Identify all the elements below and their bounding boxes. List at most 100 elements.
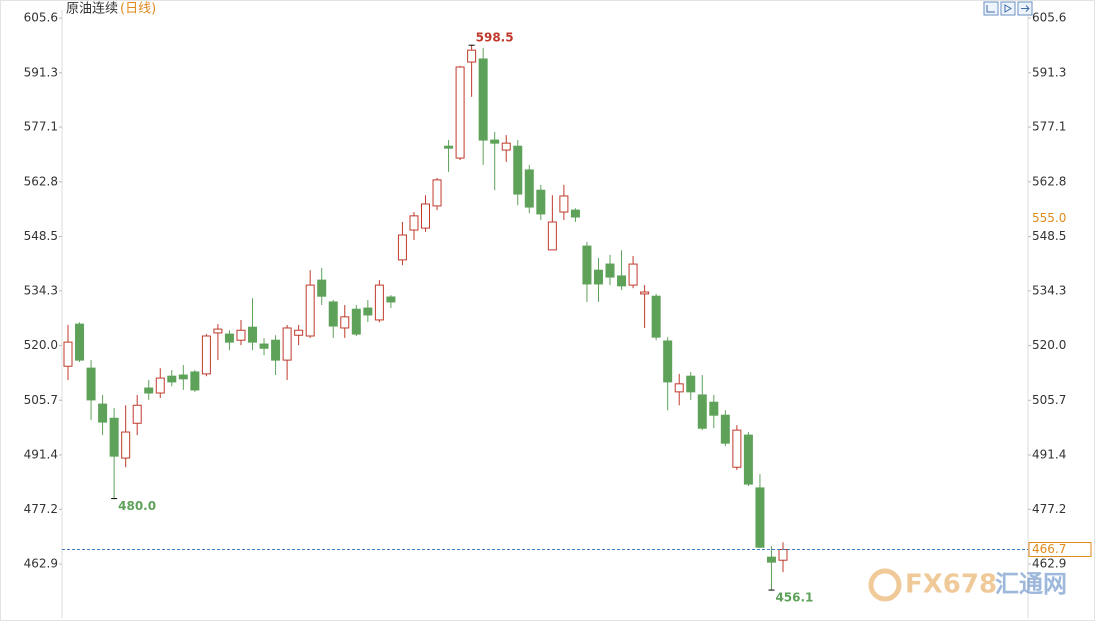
- y-tick-label: 505.7: [24, 393, 58, 407]
- candle-body: [617, 275, 627, 287]
- y-tick-label: 491.4: [24, 447, 58, 461]
- watermark-brand: FX678: [905, 570, 997, 600]
- y-tick-label: 462.9: [24, 557, 58, 571]
- candle-body: [755, 487, 765, 548]
- candle-body: [259, 343, 269, 349]
- candle-body: [686, 375, 696, 393]
- toolbar-icon: [986, 4, 1030, 13]
- candle-body: [697, 394, 707, 429]
- watermark-name: 汇通网: [995, 570, 1067, 598]
- chart-title: 原油连续: [66, 1, 118, 17]
- toolbar[interactable]: [983, 1, 1033, 16]
- y-tick-label: 477.2: [24, 502, 58, 516]
- candle-body: [605, 263, 615, 278]
- watermark: FX678 汇通网: [868, 568, 1067, 602]
- y2-tick-label: 505.7: [1032, 393, 1066, 407]
- candle-body: [467, 49, 477, 63]
- candle-body: [432, 179, 442, 207]
- y2-tick-label: 462.9: [1032, 557, 1066, 571]
- candle-body: [132, 404, 142, 424]
- candle-body: [732, 429, 742, 468]
- y2-tick-label: 477.2: [1032, 502, 1066, 516]
- y2-tick-label: 534.3: [1032, 283, 1066, 297]
- candle-body: [351, 308, 361, 335]
- candle-body: [317, 279, 327, 297]
- candle-body: [778, 549, 788, 561]
- y-tick-label: 591.3: [24, 65, 58, 79]
- candle-body: [444, 145, 454, 149]
- candle-body: [674, 383, 684, 393]
- extreme-label: 480.0: [118, 499, 156, 513]
- last-price-box: [1028, 542, 1092, 558]
- candle-body: [386, 296, 396, 303]
- candle-body: [178, 374, 188, 380]
- candle-body: [201, 335, 211, 375]
- candle-body: [766, 556, 776, 563]
- candle-body: [524, 169, 534, 208]
- candle-body: [709, 401, 719, 416]
- candle-body: [490, 139, 500, 144]
- candle-body: [109, 417, 119, 457]
- candle-body: [213, 328, 223, 334]
- candle-body: [121, 431, 131, 459]
- candle-body: [501, 142, 511, 151]
- candle-body: [640, 291, 650, 295]
- toolbar-button[interactable]: [983, 1, 999, 16]
- candle-body: [663, 340, 673, 383]
- candle-body: [536, 189, 546, 215]
- y2-tick-label: 591.3: [1032, 65, 1066, 79]
- candle-body: [98, 403, 108, 423]
- candle-body: [340, 316, 350, 329]
- extreme-label: 598.5: [476, 31, 514, 45]
- watermark-logo: [868, 568, 902, 602]
- candle-body: [190, 371, 200, 391]
- candle-body: [363, 307, 373, 316]
- candle-body: [559, 195, 569, 213]
- y2-tick-label: 520.0: [1032, 338, 1066, 352]
- candle-body: [547, 221, 557, 251]
- candle-body: [236, 329, 246, 341]
- candle-body: [63, 341, 73, 367]
- candle-body: [328, 301, 338, 327]
- candle-body: [455, 66, 465, 159]
- y-tick-label: 534.3: [24, 283, 58, 297]
- candle-body: [478, 58, 488, 141]
- marker-label: 555.0: [1032, 211, 1066, 225]
- candle-body: [224, 333, 234, 343]
- y2-tick-label: 577.1: [1032, 120, 1066, 134]
- y-tick-label: 548.5: [24, 229, 58, 243]
- candle-body: [593, 269, 603, 285]
- candle-body: [248, 326, 258, 343]
- candle-body: [86, 367, 96, 401]
- candle-body: [651, 295, 661, 338]
- y2-tick-label: 491.4: [1032, 447, 1066, 461]
- candle-body: [75, 323, 85, 361]
- candle-body: [513, 145, 523, 195]
- y-tick-label: 577.1: [24, 120, 58, 134]
- y2-tick-label: 562.8: [1032, 174, 1066, 188]
- y-tick-label: 562.8: [24, 174, 58, 188]
- candle-body: [155, 377, 165, 394]
- candle-body: [374, 284, 384, 321]
- last-price-label: 466.7: [1032, 542, 1066, 556]
- candle-body: [167, 375, 177, 383]
- candle-body: [582, 245, 592, 285]
- candle-body: [282, 327, 292, 361]
- y2-tick-label: 548.5: [1032, 229, 1066, 243]
- extreme-label: 456.1: [775, 591, 813, 605]
- toolbar-button[interactable]: [1000, 1, 1016, 16]
- candle-body: [720, 414, 730, 444]
- candle-body: [570, 209, 580, 218]
- y-tick-label: 520.0: [24, 338, 58, 352]
- candle-body: [628, 263, 638, 286]
- candle-body: [409, 215, 419, 231]
- candle-body: [294, 329, 304, 336]
- candle-body: [743, 434, 753, 485]
- chart-subtitle: (日线): [120, 2, 156, 17]
- candle-body: [144, 387, 154, 394]
- candle-body: [421, 203, 430, 229]
- candle-body: [271, 339, 281, 361]
- y-tick-label: 605.6: [24, 11, 58, 25]
